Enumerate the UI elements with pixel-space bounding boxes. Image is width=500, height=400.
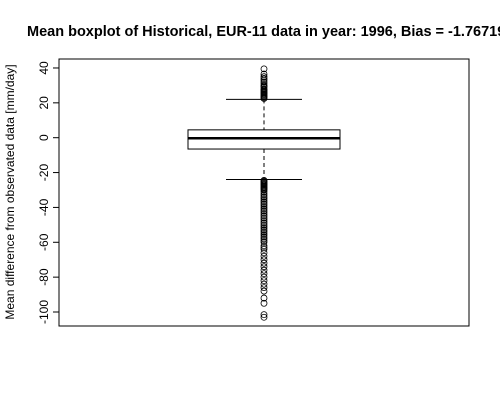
outlier-point <box>260 219 268 227</box>
outlier-point <box>260 193 268 201</box>
outlier-point <box>260 226 268 234</box>
outlier-point <box>260 212 268 220</box>
y-tick-label: -60 <box>37 233 51 251</box>
outlier-point <box>260 277 268 285</box>
outlier-point <box>260 204 268 211</box>
outlier-point <box>260 188 268 196</box>
outlier-point <box>260 186 268 194</box>
outlier-point <box>260 223 268 230</box>
outlier-point <box>260 195 268 203</box>
y-axis-label: Mean difference from observated data [mm… <box>3 64 17 319</box>
outlier-point <box>260 259 268 267</box>
outlier-point <box>260 224 268 232</box>
outlier-point <box>260 256 268 264</box>
outlier-point <box>260 205 268 213</box>
outlier-point <box>260 235 268 243</box>
outlier-point <box>260 200 268 208</box>
outlier-point <box>260 191 268 199</box>
outlier-point <box>260 198 268 206</box>
outlier-point <box>260 284 268 291</box>
y-axis: 40 20 0 -20 -40 -60 -80 -100 <box>37 61 60 324</box>
outlier-point <box>260 78 268 86</box>
outlier-point <box>260 210 268 218</box>
outlier-point <box>260 313 268 321</box>
outlier-point <box>260 242 268 250</box>
outlier-point <box>260 190 268 197</box>
outlier-point <box>260 214 268 222</box>
outlier-point <box>260 299 268 307</box>
outlier-point <box>260 270 268 278</box>
outlier-point <box>260 221 268 229</box>
chart-title: Mean boxplot of Historical, EUR-11 data … <box>27 24 500 40</box>
outlier-point <box>260 216 268 224</box>
outlier-point <box>260 263 268 271</box>
outlier-point <box>260 75 268 82</box>
outlier-point <box>260 273 268 281</box>
y-tick-label: -40 <box>37 198 51 216</box>
outlier-point <box>260 252 268 260</box>
y-tick-label: -20 <box>37 164 51 182</box>
outlier-point <box>260 294 268 302</box>
outlier-point <box>260 233 268 241</box>
outlier-point <box>260 231 268 239</box>
box-group <box>187 98 341 181</box>
y-tick-label: 40 <box>37 61 51 75</box>
outlier-point <box>260 249 268 257</box>
outliers <box>260 65 268 321</box>
outlier-point <box>260 237 268 244</box>
outlier-point <box>260 197 268 204</box>
outlier-point <box>260 73 268 81</box>
y-tick-label: 0 <box>37 134 51 141</box>
y-tick-label: -80 <box>37 268 51 286</box>
outlier-point <box>260 266 268 274</box>
outlier-point <box>260 287 268 295</box>
outlier-point <box>260 209 268 217</box>
outlier-point <box>260 228 268 236</box>
outlier-point <box>260 65 268 73</box>
outlier-point <box>260 95 268 102</box>
outlier-point <box>260 207 268 215</box>
y-tick-label: 20 <box>37 96 51 110</box>
outlier-point <box>260 311 268 319</box>
y-tick-label: -100 <box>37 300 51 324</box>
outlier-point <box>260 245 268 253</box>
outlier-point <box>260 202 268 210</box>
outlier-point <box>260 280 268 288</box>
outlier-point <box>260 238 268 246</box>
outlier-point <box>260 244 268 251</box>
outlier-point <box>260 217 268 225</box>
outlier-point <box>260 230 268 237</box>
